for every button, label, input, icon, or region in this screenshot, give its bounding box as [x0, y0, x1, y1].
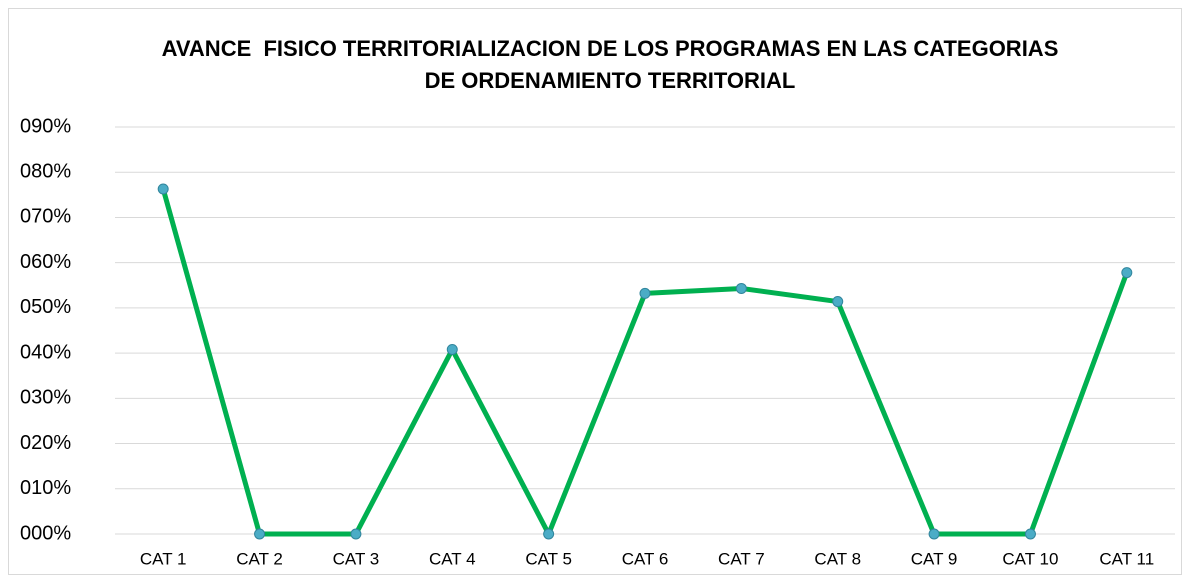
y-tick-label: 060%	[20, 251, 71, 273]
y-tick-label: 020%	[20, 432, 71, 454]
data-point	[1121, 267, 1133, 279]
data-point	[350, 528, 362, 540]
y-tick-label: 080%	[20, 161, 71, 183]
x-tick-label: CAT 7	[718, 549, 765, 568]
x-tick-label: CAT 11	[1099, 549, 1154, 568]
data-point	[1024, 528, 1036, 540]
x-tick-label: CAT 10	[1002, 549, 1058, 568]
data-point	[735, 282, 747, 294]
data-point	[928, 528, 940, 540]
x-tick-label: CAT 1	[140, 549, 187, 568]
x-tick-label: CAT 5	[525, 549, 572, 568]
y-tick-label: 070%	[20, 206, 71, 228]
x-tick-label: CAT 4	[429, 549, 476, 568]
data-point	[254, 528, 266, 540]
data-point	[543, 528, 555, 540]
x-tick-label: CAT 2	[236, 549, 283, 568]
data-point	[832, 296, 844, 308]
x-tick-label: CAT 8	[814, 549, 861, 568]
y-tick-label: 030%	[20, 387, 71, 409]
y-tick-label: 090%	[20, 115, 71, 137]
data-point	[157, 183, 169, 195]
y-tick-label: 040%	[20, 341, 71, 363]
x-tick-label: CAT 6	[622, 549, 669, 568]
y-tick-label: 010%	[20, 477, 71, 499]
y-tick-label: 050%	[20, 296, 71, 318]
x-tick-label: CAT 3	[333, 549, 380, 568]
chart-title: AVANCE FISICO TERRITORIALIZACION DE LOS …	[161, 36, 1065, 93]
x-tick-label: CAT 9	[911, 549, 958, 568]
data-line	[160, 188, 1130, 537]
data-point	[446, 343, 458, 355]
data-point	[639, 287, 651, 299]
y-tick-label: 000%	[20, 522, 71, 544]
chart-border	[8, 8, 1182, 575]
